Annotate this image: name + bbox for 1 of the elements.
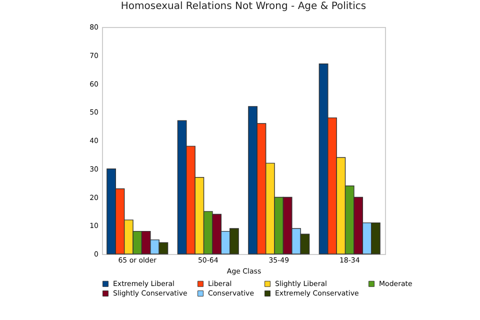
chart-title: Homosexual Relations Not Wrong - Age & Politics bbox=[120, 1, 366, 12]
